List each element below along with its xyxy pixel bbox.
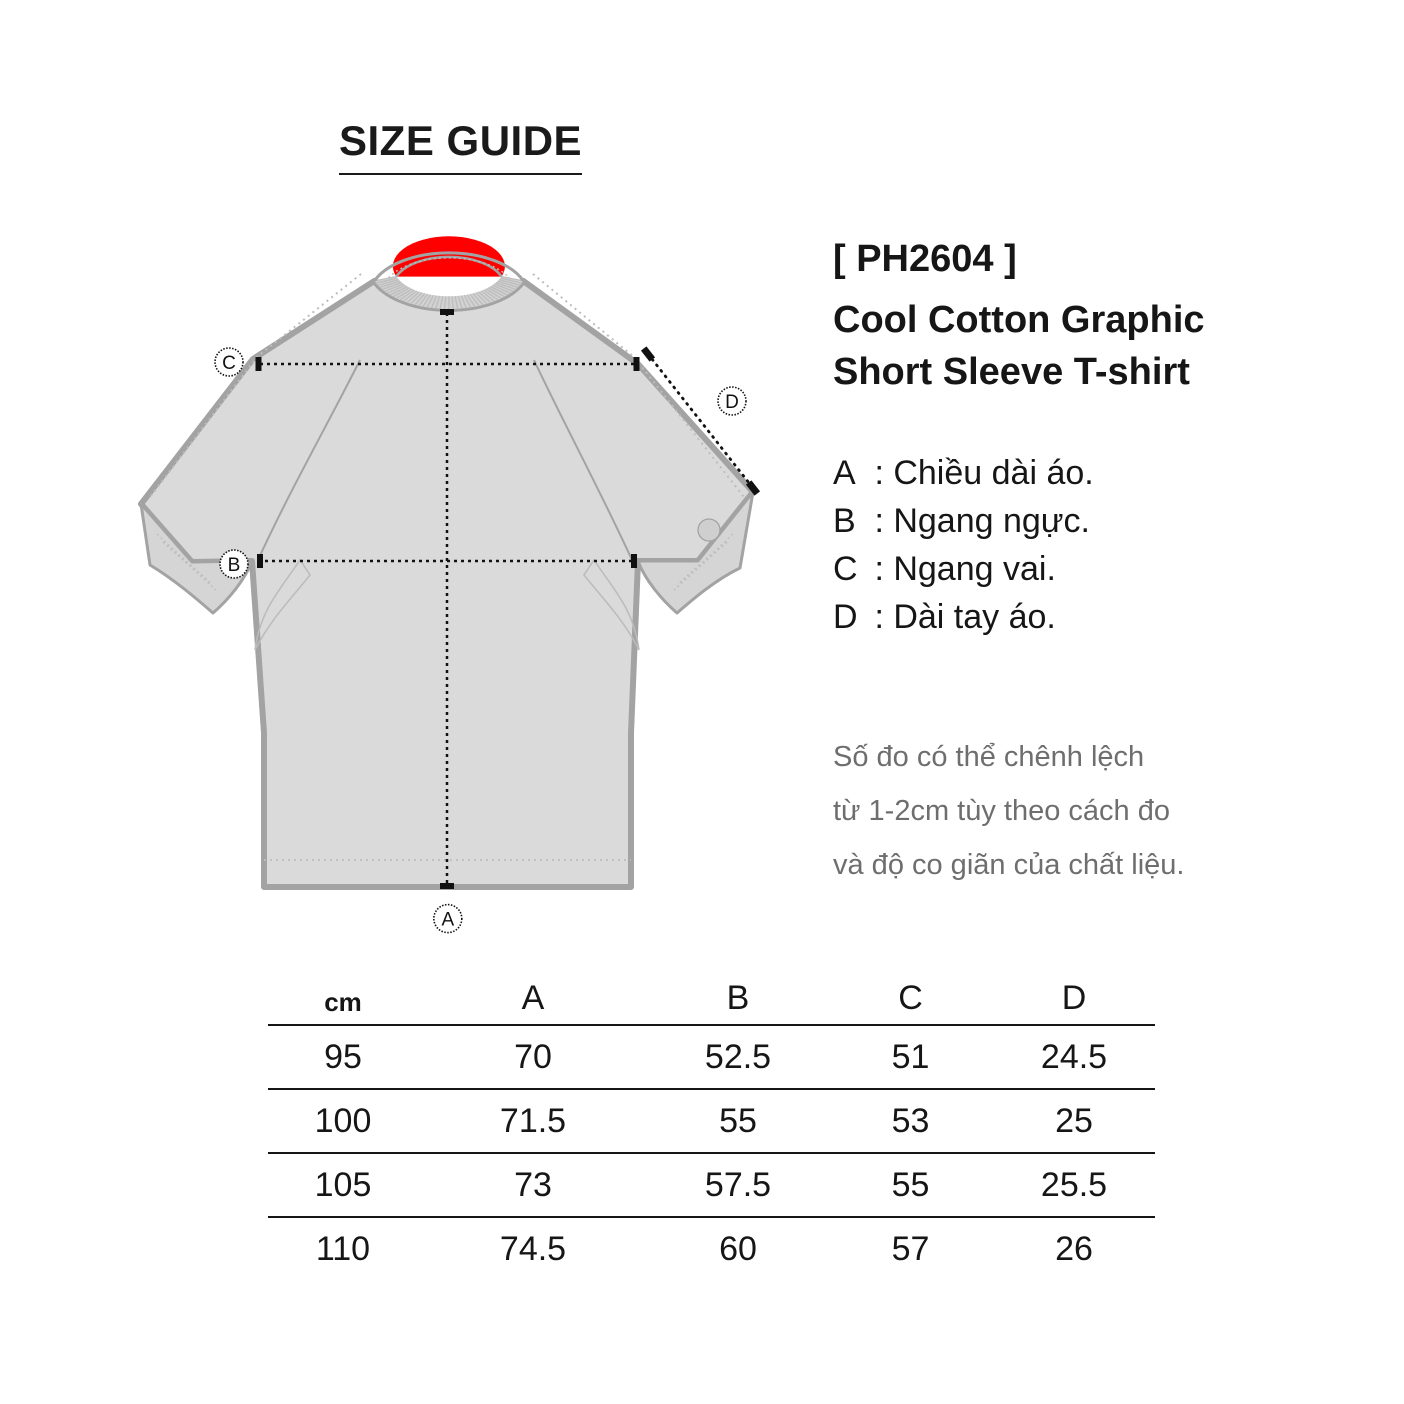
svg-text:A: A [441, 910, 454, 931]
svg-text:B: B [228, 555, 241, 576]
svg-text:D: D [725, 392, 739, 413]
svg-text:C: C [222, 353, 236, 374]
